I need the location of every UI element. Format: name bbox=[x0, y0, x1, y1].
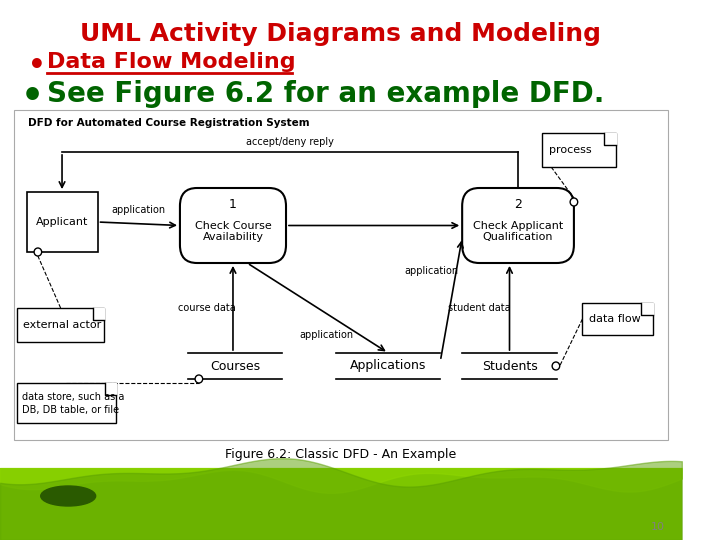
Polygon shape bbox=[93, 308, 104, 320]
Bar bbox=[0, 468, 682, 540]
Text: Applications: Applications bbox=[350, 360, 426, 373]
Text: Check Applicant
Qualification: Check Applicant Qualification bbox=[473, 221, 563, 242]
FancyBboxPatch shape bbox=[462, 188, 574, 263]
Text: See Figure 6.2 for an example DFD.: See Figure 6.2 for an example DFD. bbox=[48, 80, 605, 108]
Text: application: application bbox=[405, 266, 459, 276]
Text: •: • bbox=[21, 80, 44, 114]
Bar bbox=[14, 110, 667, 440]
FancyBboxPatch shape bbox=[180, 188, 286, 263]
Text: 1: 1 bbox=[229, 198, 237, 211]
Text: Students: Students bbox=[482, 360, 537, 373]
Text: data flow: data flow bbox=[589, 314, 641, 324]
Text: Figure 6.2: Classic DFD - An Example: Figure 6.2: Classic DFD - An Example bbox=[225, 448, 456, 461]
Text: 10: 10 bbox=[651, 522, 665, 532]
Text: process: process bbox=[549, 145, 592, 155]
Circle shape bbox=[195, 375, 202, 383]
Text: application: application bbox=[300, 330, 354, 340]
Bar bbox=[27, 192, 97, 252]
Bar bbox=[17, 308, 104, 342]
Bar bbox=[541, 133, 616, 167]
Text: data store, such as a: data store, such as a bbox=[22, 392, 124, 402]
Text: course data: course data bbox=[178, 303, 235, 313]
Text: DFD for Automated Course Registration System: DFD for Automated Course Registration Sy… bbox=[28, 118, 310, 128]
Bar bbox=[582, 303, 652, 335]
Text: •: • bbox=[28, 52, 46, 80]
Polygon shape bbox=[604, 133, 616, 145]
Ellipse shape bbox=[41, 486, 96, 506]
Text: Check Course
Availability: Check Course Availability bbox=[194, 221, 271, 242]
Text: DB, DB table, or file: DB, DB table, or file bbox=[22, 405, 119, 415]
Circle shape bbox=[34, 248, 42, 256]
Text: student data: student data bbox=[448, 303, 510, 313]
Text: accept/deny reply: accept/deny reply bbox=[246, 137, 334, 147]
Text: Courses: Courses bbox=[210, 360, 260, 373]
Bar bbox=[17, 383, 117, 423]
Text: application: application bbox=[112, 205, 166, 215]
Circle shape bbox=[552, 362, 559, 370]
Text: UML Activity Diagrams and Modeling: UML Activity Diagrams and Modeling bbox=[81, 22, 601, 46]
Circle shape bbox=[570, 198, 577, 206]
Text: external actor: external actor bbox=[23, 320, 101, 330]
Text: 2: 2 bbox=[514, 198, 522, 211]
Text: Data Flow Modeling: Data Flow Modeling bbox=[48, 52, 296, 72]
Polygon shape bbox=[641, 303, 652, 315]
Text: Applicant: Applicant bbox=[36, 217, 89, 227]
Polygon shape bbox=[105, 383, 117, 395]
